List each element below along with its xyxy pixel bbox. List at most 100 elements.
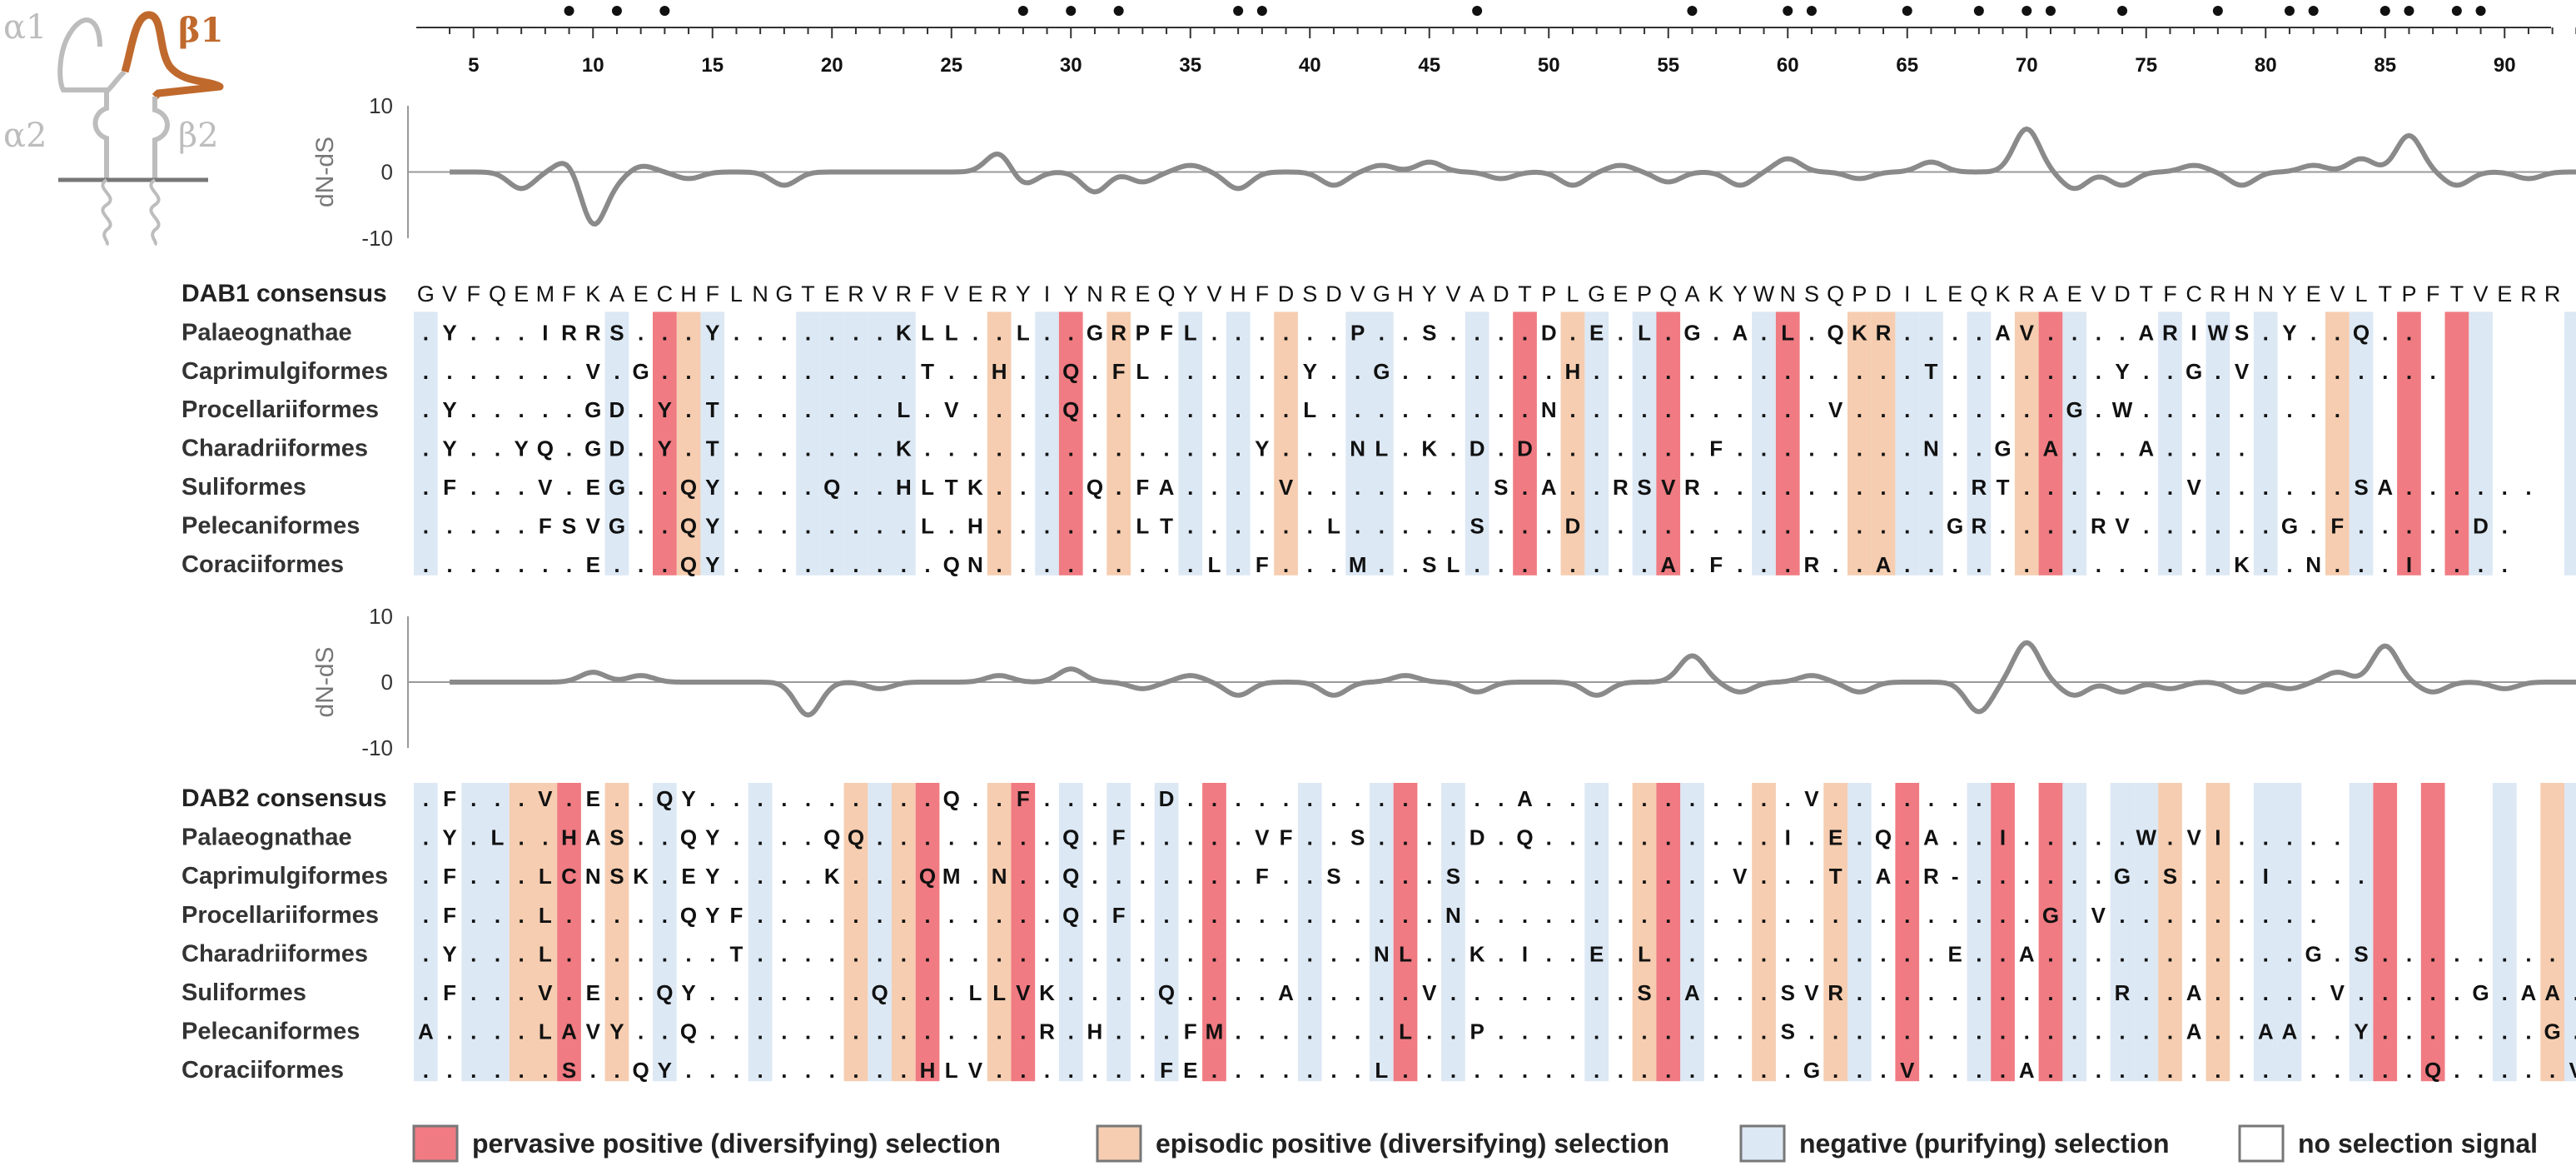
- species-residue: .: [1498, 941, 1504, 966]
- consensus-residue: L: [1925, 282, 1937, 306]
- species-residue: .: [470, 513, 476, 538]
- species-residue: .: [2119, 825, 2125, 850]
- species-residue: .: [1641, 436, 1647, 461]
- species-residue: .: [2000, 359, 2006, 384]
- species-residue: .: [734, 864, 739, 889]
- species-residue: .: [2239, 864, 2245, 889]
- species-residue: T: [706, 436, 719, 461]
- species-residue: .: [805, 825, 811, 850]
- species-residue: .: [2047, 1019, 2053, 1044]
- species-residue: .: [1808, 864, 1814, 889]
- consensus-residue: E: [634, 282, 649, 306]
- species-residue: L: [1327, 513, 1340, 538]
- species-residue: G: [609, 475, 625, 500]
- species-residue: .: [1808, 1019, 1814, 1044]
- species-residue: .: [2191, 397, 2197, 422]
- selection-column-negative: [1370, 311, 1394, 576]
- species-residue: .: [423, 903, 429, 928]
- ruler-tick-labels: 5 10 15 20 25 30 35 40 45 50 55 60 65 70 75 80 85 90: [468, 54, 2516, 77]
- species-residue: .: [1928, 980, 1934, 1005]
- species-residue: .: [1618, 320, 1624, 345]
- species-residue: .: [1976, 397, 1982, 422]
- consensus-residue: .: [1092, 786, 1097, 811]
- species-label: Procellariiformes: [182, 902, 379, 929]
- species-residue: .: [470, 1019, 476, 1044]
- consensus-residue: Q: [1827, 282, 1844, 306]
- species-residue: .: [1211, 1058, 1217, 1083]
- species-residue: L: [491, 825, 505, 850]
- species-residue: R: [585, 320, 601, 345]
- consensus-residue: .: [519, 786, 525, 811]
- species-residue: .: [470, 825, 476, 850]
- species-residue: .: [1713, 903, 1719, 928]
- species-residue: .: [997, 320, 1002, 345]
- species-residue: .: [781, 941, 787, 966]
- positively-selected-site-dot: [2117, 6, 2128, 16]
- selection-column-episodic: [987, 311, 1012, 576]
- species-residue: .: [781, 864, 787, 889]
- species-residue: .: [781, 475, 787, 500]
- species-residue: T: [1997, 475, 2010, 500]
- species-residue: L: [921, 475, 934, 500]
- species-residue: .: [2406, 320, 2412, 345]
- species-residue: .: [2071, 864, 2077, 889]
- selection-column-negative: [2349, 311, 2374, 576]
- species-residue: .: [2024, 552, 2030, 577]
- species-residue: .: [2191, 1058, 2197, 1083]
- ruler-tick-label: 55: [1657, 54, 1679, 77]
- species-residue: .: [2335, 864, 2340, 889]
- species-residue: A: [1684, 980, 1700, 1005]
- species-residue: .: [853, 320, 858, 345]
- species-residue: E: [1589, 320, 1604, 345]
- species-residue: .: [1857, 436, 1862, 461]
- species-residue: .: [2430, 552, 2436, 577]
- species-residue: .: [2215, 980, 2220, 1005]
- species-residue: .: [1689, 1058, 1695, 1083]
- species-residue: .: [1928, 1019, 1934, 1044]
- species-residue: Y: [681, 980, 695, 1005]
- mhc-ii-molecule-icon: α1 β1 α2 β2: [3, 8, 224, 247]
- species-residue: .: [638, 825, 644, 850]
- species-residue: .: [2454, 475, 2459, 500]
- species-residue: .: [2478, 1058, 2484, 1083]
- species-residue: A: [1876, 864, 1892, 889]
- species-residue: .: [1618, 552, 1624, 577]
- species-residue: .: [805, 475, 811, 500]
- consensus-residue: T: [801, 282, 815, 306]
- species-residue: F: [1709, 552, 1723, 577]
- species-residue: .: [1808, 436, 1814, 461]
- species-residue: .: [2024, 1019, 2030, 1044]
- species-residue: .: [2096, 1019, 2101, 1044]
- species-residue: .: [2406, 1019, 2412, 1044]
- species-residue: .: [1236, 397, 1241, 422]
- species-residue: .: [1163, 397, 1169, 422]
- species-residue: .: [805, 941, 811, 966]
- species-residue: .: [853, 397, 858, 422]
- species-residue: .: [2143, 941, 2149, 966]
- selection-column-pervasive: [2420, 783, 2445, 1082]
- species-residue: .: [709, 1058, 715, 1083]
- species-residue: .: [1618, 1058, 1624, 1083]
- ruler-tick-label: 50: [1538, 54, 1560, 77]
- species-residue: .: [470, 436, 476, 461]
- species-residue: G: [1994, 436, 2011, 461]
- selection-column-negative: [414, 311, 438, 576]
- species-residue: .: [2047, 320, 2053, 345]
- species-residue: .: [877, 475, 883, 500]
- species-residue: Y: [658, 1058, 672, 1083]
- species-residue: K: [1039, 980, 1055, 1005]
- species-residue: .: [1546, 513, 1552, 538]
- species-residue: .: [446, 1058, 452, 1083]
- selection-column-episodic: [2540, 783, 2564, 1082]
- species-residue: .: [1068, 513, 1074, 538]
- species-residue: F: [1256, 864, 1269, 889]
- selection-column-negative: [843, 311, 868, 576]
- consensus-residue: F: [467, 282, 481, 306]
- species-residue: .: [470, 980, 476, 1005]
- species-residue: .: [758, 359, 763, 384]
- consensus-residue: E: [2497, 282, 2512, 306]
- consensus-residue: .: [1594, 786, 1599, 811]
- beta1-label: β1: [178, 11, 223, 50]
- species-residue: .: [829, 359, 835, 384]
- selection-column-episodic: [1632, 783, 1657, 1082]
